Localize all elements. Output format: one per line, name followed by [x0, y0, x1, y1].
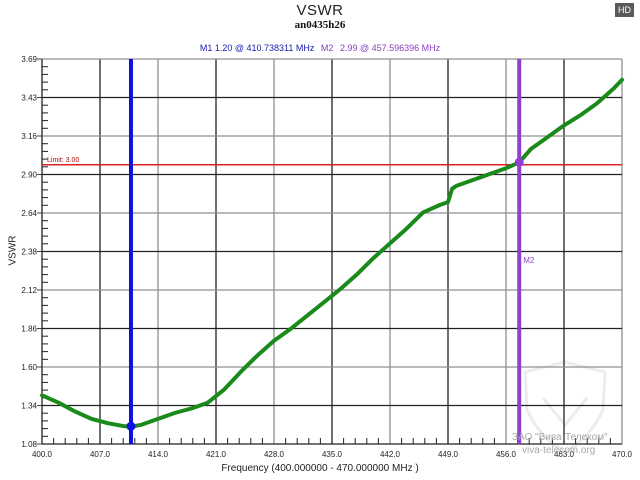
- watermark-company: ЗАО "Вива-Телеком": [512, 432, 608, 443]
- vswr-trace: [40, 77, 624, 429]
- x-tick-label: 442.0: [380, 450, 401, 459]
- marker-m2-dot[interactable]: [514, 157, 524, 167]
- y-tick-label: 3.43: [21, 94, 37, 103]
- y-tick-label: 2.64: [21, 209, 37, 218]
- marker-readout: M1 1.20 @ 410.738311 MHz M2 2.99 @ 457.5…: [0, 43, 640, 53]
- y-tick-label: 1.08: [21, 440, 37, 449]
- x-tick-label: 407.0: [90, 450, 111, 459]
- y-tick-label: 2.90: [21, 171, 37, 180]
- hd-badge[interactable]: HD: [615, 3, 634, 17]
- watermark-url: viva-telecom.org: [522, 445, 596, 456]
- y-tick-label: 1.60: [21, 363, 37, 372]
- watermark-shield-icon: [523, 360, 607, 454]
- y-tick-label: 1.34: [21, 402, 37, 411]
- marker-m2-value: 2.99 @ 457.596396 MHz: [339, 43, 441, 53]
- y-axis-label: VSWR: [7, 235, 19, 266]
- y-tick-label: 2.12: [21, 286, 37, 295]
- x-tick-label: 463.0: [554, 450, 575, 459]
- limit-label: Limit: 3.00: [47, 157, 79, 164]
- x-axis-label: Frequency (400.000000 - 470.000000 MHz ): [221, 463, 419, 474]
- x-tick-label: 435.0: [322, 450, 343, 459]
- axes: 400.0 407.0 414.0 421.0 428.0 435.0 442.0 449.0…: [21, 55, 632, 459]
- x-tick-label: 400.0: [32, 450, 53, 459]
- grid: [42, 58, 623, 444]
- limit-line: Limit: 3.00: [42, 157, 622, 166]
- markers[interactable]: M2: [126, 59, 535, 444]
- marker-m2-label: M2: [320, 43, 334, 53]
- vswr-trace-line: [40, 77, 624, 429]
- marker-m1-label: M1: [199, 43, 213, 53]
- marker-m1-dot[interactable]: [126, 421, 136, 431]
- x-tick-label: 449.0: [438, 450, 459, 459]
- y-tick-label: 2.38: [21, 248, 37, 257]
- x-tick-label: 428.0: [264, 450, 285, 459]
- y-tick-label: 1.86: [21, 325, 37, 334]
- x-tick-label: 414.0: [148, 450, 169, 459]
- x-tick-label: 470.0: [612, 450, 633, 459]
- chart-subtitle: an0435h26: [294, 19, 346, 31]
- marker-m1-value: 1.20 @ 410.738311 MHz: [214, 43, 315, 53]
- x-tick-label: 421.0: [206, 450, 227, 459]
- chart-title: VSWR: [296, 2, 344, 19]
- x-tick-label: 456.0: [496, 450, 517, 459]
- y-tick-label: 3.16: [21, 132, 37, 141]
- y-tick-label: 3.69: [21, 55, 37, 64]
- marker-m2-tag: M2: [523, 256, 535, 265]
